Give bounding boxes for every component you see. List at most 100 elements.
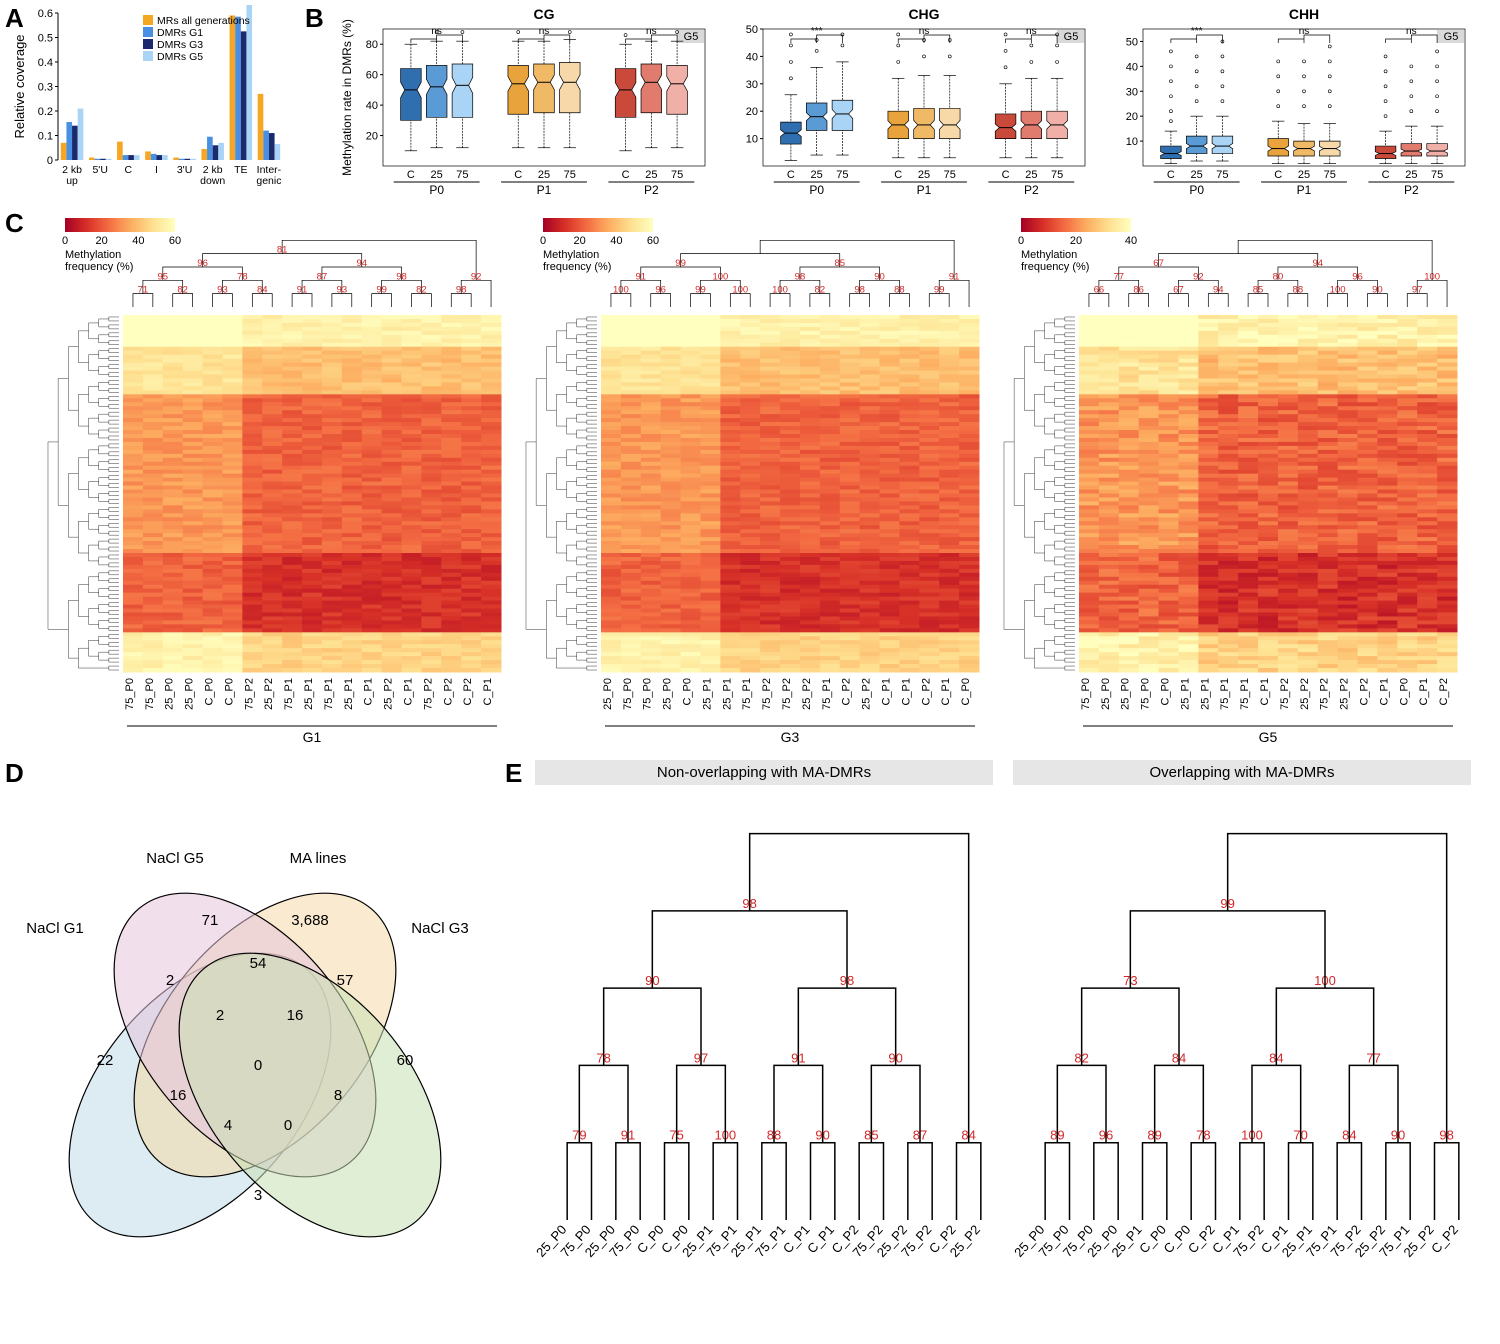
- svg-text:C: C: [787, 169, 795, 181]
- svg-text:C: C: [1167, 169, 1175, 181]
- svg-text:I: I: [155, 164, 158, 176]
- panel-d-venn: NaCl G1NaCl G5MA linesNaCl G322713,68860…: [10, 760, 500, 1335]
- svg-text:P1: P1: [537, 183, 552, 197]
- svg-text:75_P0: 75_P0: [642, 678, 654, 710]
- svg-text:75_P2: 75_P2: [781, 678, 793, 710]
- svg-text:25_P0: 25_P0: [184, 678, 196, 710]
- svg-text:25_P1: 25_P1: [343, 678, 355, 710]
- svg-text:P2: P2: [1024, 183, 1039, 197]
- svg-text:C_P1: C_P1: [363, 678, 375, 706]
- svg-text:genic: genic: [256, 175, 281, 187]
- svg-text:Methylation: Methylation: [65, 249, 121, 261]
- svg-text:Methylation: Methylation: [543, 249, 599, 261]
- svg-text:75: 75: [1431, 169, 1443, 181]
- svg-text:0.1: 0.1: [38, 131, 53, 143]
- svg-text:30: 30: [1126, 86, 1138, 98]
- svg-text:75_P1: 75_P1: [741, 678, 753, 710]
- svg-text:40: 40: [746, 51, 758, 63]
- svg-text:P0: P0: [809, 183, 824, 197]
- svg-text:C_P0: C_P0: [223, 678, 235, 706]
- svg-text:25_P2: 25_P2: [383, 678, 395, 710]
- svg-text:25: 25: [811, 169, 823, 181]
- svg-text:frequency (%): frequency (%): [65, 261, 133, 273]
- svg-text:25: 25: [1298, 169, 1310, 181]
- svg-text:40: 40: [1126, 61, 1138, 73]
- dendrogram-0: 25_P075_P025_P075_P0C_P0C_P025_P175_P125…: [535, 785, 1013, 1330]
- svg-text:G5: G5: [1444, 31, 1459, 43]
- svg-text:C_P2: C_P2: [841, 678, 853, 706]
- svg-text:75: 75: [944, 169, 956, 181]
- svg-text:C: C: [514, 169, 522, 181]
- svg-text:0: 0: [1018, 235, 1024, 247]
- svg-text:60: 60: [366, 70, 378, 82]
- svg-text:down: down: [200, 175, 225, 187]
- svg-text:25: 25: [645, 169, 657, 181]
- svg-text:80: 80: [366, 39, 378, 51]
- svg-text:C: C: [407, 169, 415, 181]
- boxplot-CHH: CHHG51020304050***C2575P0nsC2575P1nsC257…: [1095, 5, 1475, 200]
- panel-e-header: Overlapping with MA-DMRs: [1013, 760, 1471, 785]
- svg-text:Methylation: Methylation: [1021, 249, 1077, 261]
- svg-text:C_P2: C_P2: [462, 678, 474, 706]
- svg-text:25_P0: 25_P0: [662, 678, 674, 710]
- svg-text:P2: P2: [644, 183, 659, 197]
- svg-text:60: 60: [647, 235, 659, 247]
- svg-text:75_P1: 75_P1: [821, 678, 833, 710]
- svg-text:CHG: CHG: [908, 6, 939, 22]
- svg-text:25_P1: 25_P1: [303, 678, 315, 710]
- svg-text:C_P0: C_P0: [204, 678, 216, 706]
- svg-text:DMRs G1: DMRs G1: [157, 27, 203, 39]
- svg-text:0: 0: [47, 155, 53, 167]
- svg-text:75_P0: 75_P0: [622, 678, 634, 710]
- svg-text:ns: ns: [1299, 26, 1310, 37]
- svg-text:frequency (%): frequency (%): [1021, 261, 1089, 273]
- svg-text:CHH: CHH: [1289, 6, 1319, 22]
- svg-text:25_P2: 25_P2: [263, 678, 275, 710]
- svg-text:25: 25: [1191, 169, 1203, 181]
- svg-text:75: 75: [836, 169, 848, 181]
- svg-text:CG: CG: [534, 6, 555, 22]
- heatmap-G3: 0204060Methylationfrequency (%)100969910…: [513, 210, 991, 750]
- svg-text:75: 75: [1324, 169, 1336, 181]
- svg-text:DMRs G3: DMRs G3: [157, 39, 203, 51]
- svg-text:C_P0: C_P0: [960, 678, 972, 706]
- heatmap-G5: 02040Methylationfrequency (%)66866794858…: [991, 210, 1469, 750]
- svg-text:75_P1: 75_P1: [283, 678, 295, 710]
- svg-text:ns: ns: [539, 26, 550, 37]
- svg-text:G5: G5: [684, 31, 699, 43]
- svg-text:10: 10: [746, 134, 758, 146]
- boxplot-CG: CGG520406080Methylation rate in DMRs (%)…: [335, 5, 715, 200]
- svg-text:C_P1: C_P1: [940, 678, 952, 706]
- svg-text:ns: ns: [431, 26, 442, 37]
- svg-text:25_P1: 25_P1: [721, 678, 733, 710]
- svg-text:ns: ns: [646, 26, 657, 37]
- svg-text:25: 25: [1405, 169, 1417, 181]
- svg-text:75_P2: 75_P2: [422, 678, 434, 710]
- svg-text:P1: P1: [917, 183, 932, 197]
- heatmap-G1: 0204060Methylationfrequency (%)718293849…: [35, 210, 513, 750]
- svg-text:5'U: 5'U: [92, 164, 107, 176]
- svg-text:60: 60: [169, 235, 181, 247]
- svg-text:C_P1: C_P1: [880, 678, 892, 706]
- svg-text:C_P0: C_P0: [682, 678, 694, 706]
- svg-text:25: 25: [431, 169, 443, 181]
- svg-text:25_P1: 25_P1: [701, 678, 713, 710]
- svg-text:75: 75: [1216, 169, 1228, 181]
- svg-text:***: ***: [811, 26, 823, 37]
- svg-text:C: C: [894, 169, 902, 181]
- svg-text:0.5: 0.5: [38, 33, 53, 45]
- svg-text:50: 50: [746, 24, 758, 36]
- svg-text:40: 40: [1125, 235, 1137, 247]
- svg-text:up: up: [66, 175, 78, 187]
- svg-text:20: 20: [1070, 235, 1082, 247]
- panel-b-label: B: [305, 3, 324, 34]
- svg-text:25_P0: 25_P0: [164, 678, 176, 710]
- svg-text:C_P1: C_P1: [900, 678, 912, 706]
- svg-text:20: 20: [1126, 111, 1138, 123]
- svg-text:75: 75: [1051, 169, 1063, 181]
- svg-text:75_P0: 75_P0: [124, 678, 136, 710]
- svg-text:TE: TE: [234, 164, 247, 176]
- svg-text:75_P0: 75_P0: [144, 678, 156, 710]
- svg-text:20: 20: [96, 235, 108, 247]
- svg-text:C_P1: C_P1: [402, 678, 414, 706]
